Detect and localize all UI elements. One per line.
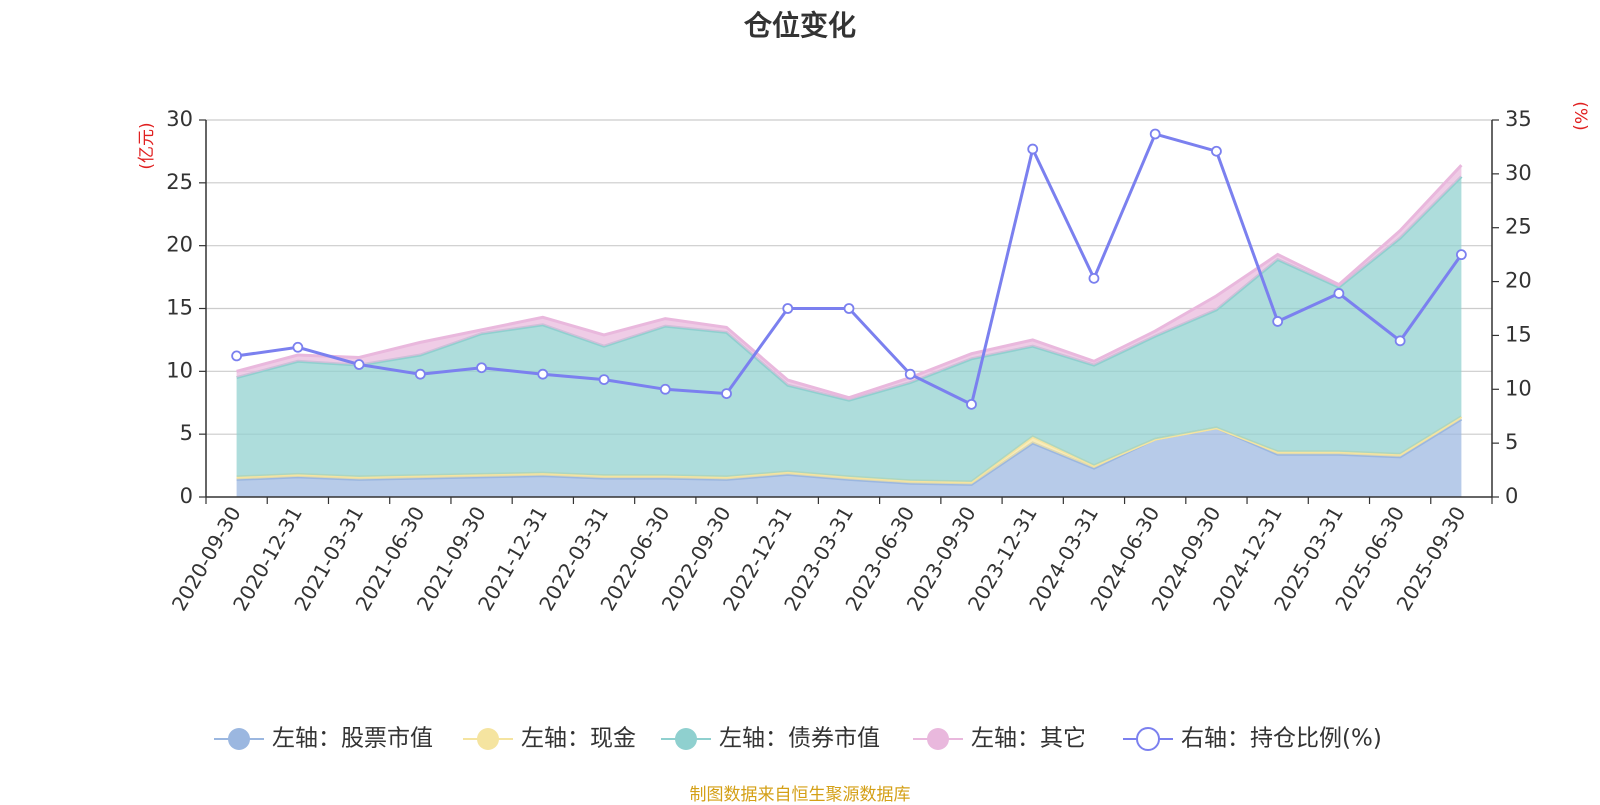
line-series-point — [353, 359, 365, 370]
line-series-point — [1272, 316, 1284, 327]
line-series-point — [414, 368, 426, 380]
line-series-point — [843, 303, 855, 314]
legend-label-3: 左轴：其它 — [971, 726, 1086, 752]
line-series-point — [782, 303, 794, 314]
left-axis-tick-label: 15 — [166, 296, 193, 320]
legend-swatch-0 — [228, 728, 250, 750]
legend-label-0: 左轴：股票市值 — [272, 726, 433, 752]
legend-swatch-ratio — [1136, 727, 1160, 751]
line-series-point — [1333, 288, 1345, 299]
line-series-point — [231, 350, 243, 362]
right-axis-tick-label: 35 — [1505, 107, 1532, 131]
line-series-point — [721, 388, 732, 399]
right-axis-tick-label: 20 — [1505, 269, 1532, 293]
source-note: 制图数据来自恒生聚源数据库 — [689, 785, 911, 805]
chart-title: 仓位变化 — [743, 9, 856, 42]
right-axis-tick-label: 5 — [1505, 430, 1518, 454]
right-axis-tick-label: 25 — [1505, 215, 1532, 239]
legend-swatch-1 — [477, 728, 499, 750]
line-series-point — [1027, 143, 1039, 155]
stacked-areas — [236, 164, 1463, 497]
position-ratio-line — [231, 128, 1467, 410]
left-axis-tick-label: 30 — [166, 107, 193, 131]
line-series-point — [1394, 335, 1406, 347]
line-series-point — [659, 383, 671, 395]
area-series-2 — [236, 176, 1462, 482]
left-axis-tick-label: 5 — [180, 421, 193, 445]
left-axis-unit-label: (亿元) — [137, 122, 157, 169]
line-series-point — [966, 398, 977, 410]
left-axis-tick-label: 25 — [166, 170, 193, 194]
legend-swatch-3 — [927, 728, 949, 750]
legend-label-ratio: 右轴：持仓比例(%) — [1181, 726, 1382, 752]
legend-swatch-2 — [675, 728, 697, 750]
area-series-0 — [236, 419, 1462, 497]
right-axis-unit-label: (%) — [1570, 101, 1590, 130]
line-series-point — [1149, 128, 1161, 140]
right-axis-tick-label: 30 — [1505, 161, 1532, 185]
left-axis-tick-label: 0 — [180, 484, 193, 508]
right-axis-tick-label: 10 — [1505, 376, 1532, 400]
line-series-point — [1211, 145, 1222, 157]
line-series-point — [1455, 249, 1467, 261]
legend-label-2: 左轴：债券市值 — [719, 726, 880, 752]
right-axis-tick-label: 0 — [1505, 484, 1518, 508]
left-axis-tick-label: 20 — [166, 233, 193, 257]
left-axis-tick-label: 10 — [166, 358, 193, 382]
line-series-point — [598, 374, 610, 385]
right-axis-tick-label: 15 — [1505, 322, 1532, 346]
line-series-point — [476, 362, 487, 374]
line-series-point — [1088, 272, 1100, 284]
line-series-point — [904, 368, 916, 380]
line-series-point — [537, 368, 549, 380]
legend-label-1: 左轴：现金 — [521, 726, 636, 752]
line-series-point — [292, 341, 304, 353]
legend[interactable]: 左轴：股票市值 左轴：现金 左轴：债券市值 左轴：其它 右轴：持仓比例(%) — [214, 726, 1382, 752]
